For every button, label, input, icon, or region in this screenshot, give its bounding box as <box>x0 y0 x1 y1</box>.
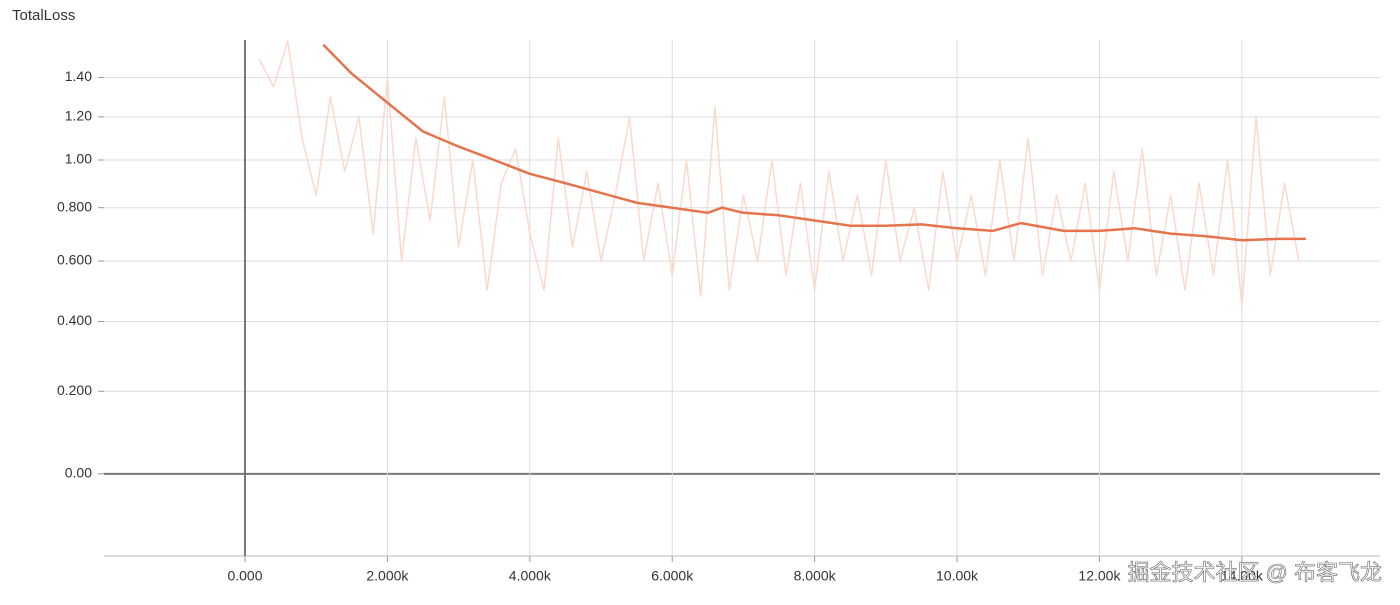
y-tick-label: 0.200 <box>57 382 92 398</box>
x-tick-label: 2.000k <box>366 568 409 584</box>
x-tick-label: 4.000k <box>509 568 552 584</box>
y-tick-label: 1.40 <box>65 68 92 84</box>
y-tick-label: 1.00 <box>65 151 92 167</box>
y-tick-label: 0.800 <box>57 198 92 214</box>
smoothed-line <box>322 43 1306 242</box>
y-tick-label: 0.00 <box>65 465 92 481</box>
y-tick-label: 0.600 <box>57 252 92 268</box>
x-tick-label: 8.000k <box>794 568 837 584</box>
y-tick-label: 0.400 <box>57 312 92 328</box>
raw-line <box>258 40 1300 307</box>
x-tick-label: 6.000k <box>651 568 694 584</box>
plot-area <box>258 40 1306 307</box>
y-tick-label: 1.20 <box>65 108 92 124</box>
x-tick-label: 14.00k <box>1221 568 1264 584</box>
watermark: 掘金技术社区 @ 布客飞龙 <box>1127 560 1382 585</box>
x-tick-label: 12.00k <box>1078 568 1121 584</box>
chart-title: TotalLoss <box>12 7 75 24</box>
grid: 0.00 0.200 0.400 0.600 0.800 1.00 1.20 1.40 0.00… <box>57 40 1380 584</box>
x-tick-label: 0.000 <box>227 568 262 584</box>
x-tick-label: 10.00k <box>936 568 979 584</box>
